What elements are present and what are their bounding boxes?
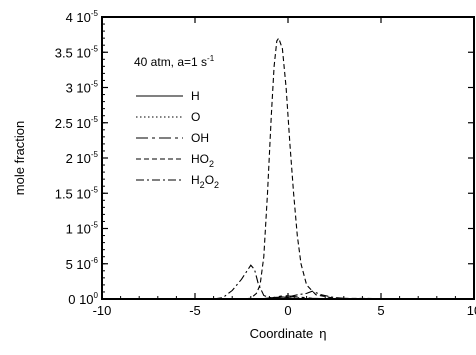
legend-label-h2o2: H2O2 [191,173,219,190]
legend-label-h: H [191,89,200,103]
x-tick-label: 0 [284,303,291,318]
series-line-h2o2 [102,264,474,300]
x-tick-label: 10 [467,303,476,318]
y-axis-label: mole fraction [12,121,27,195]
x-axis-label-text: Coordinate [250,326,314,341]
x-tick-label: -5 [189,303,201,318]
y-tick-label: 1 10-5 [66,221,99,237]
legend-label-ho2: HO2 [191,152,214,169]
y-tick-label: 4 10-5 [66,9,99,25]
x-tick-label: 5 [377,303,384,318]
y-tick-label: 2 10-5 [66,150,99,166]
legend-label-oh: OH [191,131,209,145]
legend: HO OH HO2 H2O2 [136,89,219,190]
y-tick-label: 3 10-5 [66,80,99,96]
condition-label: 40 atm, a=1 s-1 [134,54,215,69]
condition-exponent: -1 [207,54,215,63]
x-axis-label: Coordinate η [250,326,327,341]
x-tick-label: -10 [93,303,112,318]
y-tick-label: 5 10-6 [66,256,99,272]
y-tick-label: 2.5 10-5 [55,115,99,131]
legend-label-o: O [191,110,200,124]
y-tick-label: 3.5 10-5 [55,44,99,60]
y-tick-label: 1.5 10-5 [55,185,99,201]
series-line-ho2 [102,36,475,300]
y-tick-label: 0 100 [68,291,98,307]
x-axis-symbol: η [319,326,326,341]
condition-text: 40 atm, a=1 s [134,55,207,69]
